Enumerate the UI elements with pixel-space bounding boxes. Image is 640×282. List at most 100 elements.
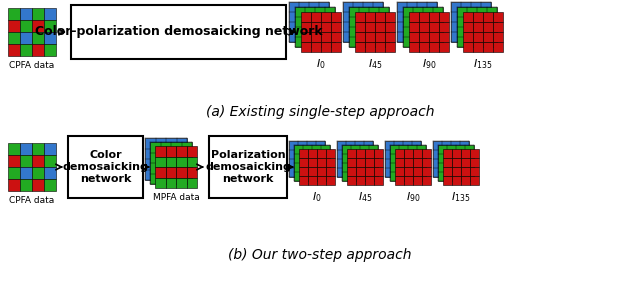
Bar (404, 167, 413, 176)
Bar (374, 149, 383, 158)
Bar (419, 12, 429, 22)
Bar (311, 22, 321, 32)
Bar (176, 167, 186, 177)
Bar (404, 158, 413, 167)
Text: $I_0$: $I_0$ (312, 190, 322, 204)
Bar (374, 167, 383, 176)
Bar (176, 146, 186, 157)
Bar (355, 32, 365, 42)
Bar (44, 155, 56, 167)
Bar (452, 149, 461, 158)
Bar (326, 176, 335, 185)
Bar (409, 22, 419, 32)
Bar (155, 167, 166, 177)
Bar (390, 145, 426, 181)
Bar (429, 22, 439, 32)
Text: $I_{45}$: $I_{45}$ (358, 190, 372, 204)
Bar (311, 12, 321, 22)
Bar (44, 167, 56, 179)
Bar (461, 176, 470, 185)
Bar (308, 158, 317, 167)
Bar (8, 32, 20, 44)
Bar (395, 176, 404, 185)
Bar (186, 167, 197, 177)
Bar (317, 167, 326, 176)
Bar (473, 22, 483, 32)
Bar (385, 141, 421, 177)
Bar (395, 158, 404, 167)
Bar (385, 22, 395, 32)
Bar (439, 12, 449, 22)
Bar (439, 22, 449, 32)
Bar (155, 146, 166, 157)
Bar (429, 42, 439, 52)
Bar (166, 157, 176, 167)
Text: CPFA data: CPFA data (10, 61, 54, 70)
Bar (44, 32, 56, 44)
Bar (355, 12, 365, 22)
Bar (321, 12, 331, 22)
Bar (429, 12, 439, 22)
Bar (295, 7, 335, 47)
Bar (395, 149, 404, 158)
Text: Color
demosaicking
network: Color demosaicking network (63, 150, 148, 184)
Bar (347, 176, 356, 185)
Bar (463, 32, 473, 42)
Bar (349, 7, 389, 47)
Bar (470, 176, 479, 185)
Bar (20, 179, 32, 191)
Bar (343, 2, 383, 42)
Bar (186, 157, 197, 167)
Bar (375, 42, 385, 52)
Bar (301, 42, 311, 52)
Bar (483, 22, 493, 32)
Bar (20, 167, 32, 179)
Bar (166, 177, 176, 188)
Bar (385, 42, 395, 52)
Bar (443, 176, 452, 185)
Bar (44, 143, 56, 155)
Bar (321, 42, 331, 52)
Bar (374, 176, 383, 185)
Bar (409, 12, 419, 22)
Bar (439, 32, 449, 42)
Bar (8, 167, 20, 179)
Text: $I_{90}$: $I_{90}$ (406, 190, 420, 204)
Bar (356, 158, 365, 167)
Bar (355, 22, 365, 32)
Bar (299, 167, 308, 176)
Bar (32, 44, 44, 56)
Bar (68, 136, 143, 198)
Bar (342, 145, 378, 181)
Bar (71, 5, 286, 59)
Bar (32, 8, 44, 20)
Bar (20, 143, 32, 155)
Text: Color-polarization demosaicking network: Color-polarization demosaicking network (35, 25, 323, 39)
Bar (326, 158, 335, 167)
Bar (452, 176, 461, 185)
Bar (404, 149, 413, 158)
Bar (422, 158, 431, 167)
Bar (331, 22, 341, 32)
Bar (337, 141, 373, 177)
Text: MPFA data: MPFA data (152, 193, 200, 202)
Bar (166, 146, 176, 157)
Bar (451, 2, 491, 42)
Bar (317, 149, 326, 158)
Bar (311, 32, 321, 42)
Bar (493, 22, 503, 32)
Bar (321, 22, 331, 32)
Bar (356, 176, 365, 185)
Bar (365, 149, 374, 158)
Text: CPFA data: CPFA data (10, 196, 54, 205)
Bar (473, 12, 483, 22)
Bar (461, 167, 470, 176)
Bar (413, 167, 422, 176)
Bar (347, 149, 356, 158)
Bar (32, 179, 44, 191)
Bar (155, 177, 166, 188)
Bar (419, 42, 429, 52)
Text: $I_{45}$: $I_{45}$ (368, 57, 382, 71)
Bar (375, 32, 385, 42)
Bar (317, 158, 326, 167)
